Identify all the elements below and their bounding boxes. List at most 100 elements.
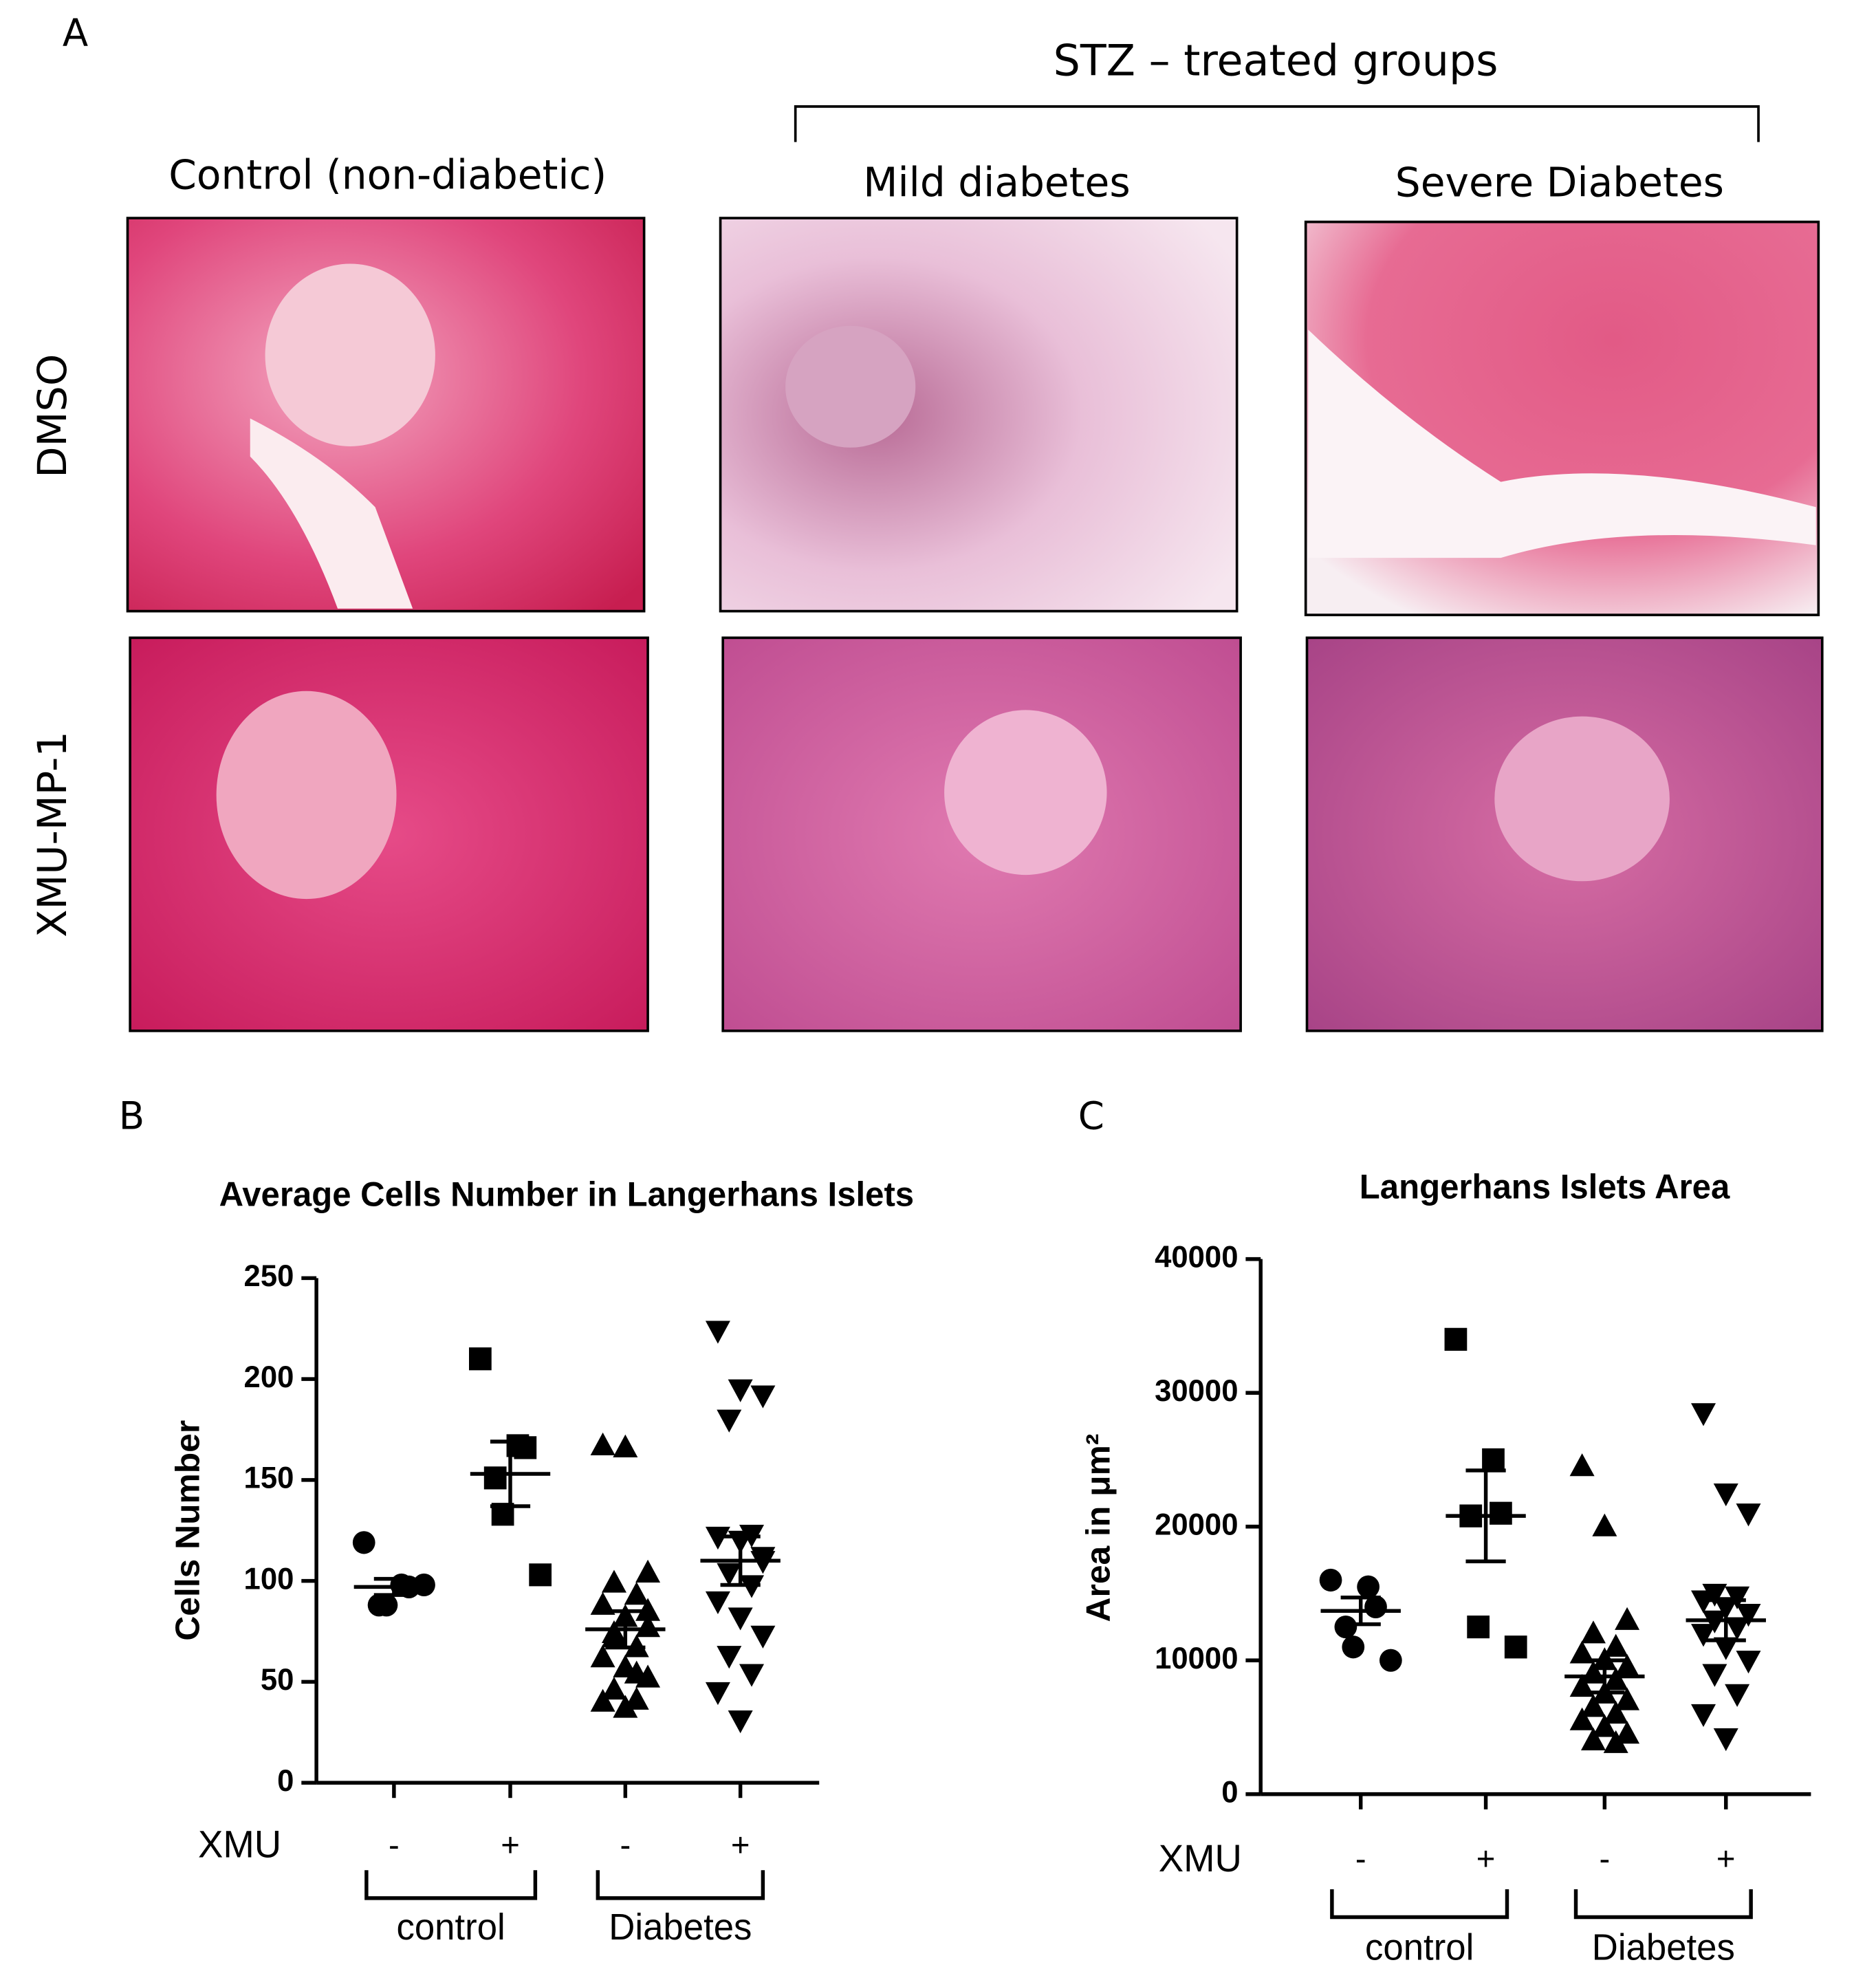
data-point <box>1569 1707 1595 1730</box>
data-point <box>1482 1448 1505 1472</box>
data-point <box>1592 1513 1617 1536</box>
data-point <box>635 1559 661 1583</box>
group-label: Diabetes <box>609 1907 752 1948</box>
data-point <box>1702 1583 1727 1607</box>
data-point <box>705 1321 730 1344</box>
data-point <box>728 1710 753 1734</box>
y-tick-label: 200 <box>244 1360 294 1394</box>
x-tick-label: + <box>501 1827 520 1863</box>
data-point <box>1713 1637 1738 1660</box>
data-point <box>728 1379 753 1402</box>
data-point <box>1615 1607 1640 1630</box>
data-point <box>590 1432 615 1456</box>
data-point <box>624 1686 649 1710</box>
data-point <box>529 1563 552 1587</box>
islet <box>1494 716 1670 882</box>
data-point <box>1603 1667 1628 1691</box>
x-axis-label: XMU <box>198 1823 281 1865</box>
y-tick-label: 250 <box>244 1259 294 1293</box>
group-label: control <box>396 1907 505 1948</box>
data-point <box>1736 1503 1761 1527</box>
data-point <box>601 1676 626 1700</box>
data-point <box>469 1347 492 1371</box>
data-point <box>1580 1694 1606 1717</box>
y-tick-label: 0 <box>1221 1775 1238 1809</box>
data-point <box>1342 1635 1365 1659</box>
data-point <box>590 1591 615 1615</box>
data-point <box>1713 1728 1738 1752</box>
islet <box>265 263 435 446</box>
y-tick-label: 50 <box>261 1663 294 1697</box>
sem-bar <box>605 1609 646 1650</box>
y-tick-label: 10000 <box>1155 1642 1238 1675</box>
data-point <box>1691 1403 1716 1426</box>
sem-bar <box>1705 1598 1746 1642</box>
y-tick-label: 40000 <box>1155 1240 1238 1274</box>
data-point <box>491 1503 514 1526</box>
y-axis-label: Area in μm² <box>1080 1434 1117 1622</box>
data-point <box>1603 1730 1628 1753</box>
group-bracket <box>596 1870 765 1900</box>
data-point <box>601 1620 626 1644</box>
x-axis-label: XMU <box>1159 1837 1242 1880</box>
chart-title: Langerhans Islets Area <box>1360 1168 1730 1206</box>
data-point <box>1725 1684 1750 1707</box>
data-point <box>352 1531 375 1554</box>
data-point <box>413 1573 435 1597</box>
islet <box>944 710 1107 876</box>
data-point <box>1569 1453 1595 1477</box>
sem-bar <box>490 1439 531 1508</box>
y-tick-label: 0 <box>277 1764 294 1798</box>
column-label: Severe Diabetes <box>1395 159 1724 206</box>
data-point <box>1691 1624 1716 1647</box>
data-point <box>624 1582 649 1605</box>
data-point <box>1334 1615 1357 1639</box>
data-point <box>1592 1714 1617 1737</box>
x-tick-label: - <box>620 1827 631 1863</box>
data-point <box>1504 1635 1527 1659</box>
data-point <box>601 1569 626 1593</box>
data-point <box>1615 1721 1640 1744</box>
data-point <box>739 1664 765 1687</box>
column-label: Mild diabetes <box>863 159 1130 206</box>
data-point <box>613 1434 638 1457</box>
sem-bar <box>373 1576 414 1597</box>
group-header: STZ – treated groups <box>1054 35 1498 85</box>
sem-bar <box>1465 1468 1506 1564</box>
data-point <box>1615 1653 1640 1677</box>
data-point <box>1736 1604 1761 1627</box>
column-label: Control (non-diabetic) <box>168 151 607 198</box>
data-point <box>717 1563 742 1586</box>
data-point <box>705 1682 730 1706</box>
data-point <box>1357 1575 1379 1598</box>
row-label: XMU-MP-1 <box>29 731 76 937</box>
data-point <box>1603 1700 1628 1724</box>
data-point <box>1702 1664 1727 1687</box>
x-tick-label: + <box>731 1827 750 1863</box>
x-tick-label: + <box>1716 1841 1736 1878</box>
group-label: Diabetes <box>1592 1927 1735 1968</box>
data-point <box>1467 1615 1490 1639</box>
data-point <box>1691 1590 1716 1613</box>
y-tick-label: 20000 <box>1155 1508 1238 1541</box>
y-tick-label: 150 <box>244 1461 294 1495</box>
group-label: control <box>1365 1927 1474 1968</box>
data-point <box>1725 1617 1750 1640</box>
data-point <box>1379 1649 1402 1672</box>
sem-bar <box>1340 1596 1381 1627</box>
chart-title: Average Cells Number in Langerhans Islet… <box>219 1175 915 1213</box>
data-point <box>483 1466 507 1490</box>
data-point <box>750 1625 776 1649</box>
group-bracket <box>364 1870 538 1900</box>
x-tick-label: - <box>1599 1841 1610 1878</box>
data-point <box>728 1607 753 1631</box>
data-point <box>1615 1687 1640 1710</box>
duct <box>250 418 413 609</box>
data-point <box>1569 1640 1595 1664</box>
data-point <box>590 1688 615 1712</box>
islet <box>785 325 916 448</box>
data-point <box>705 1591 730 1615</box>
data-point <box>717 1409 742 1433</box>
data-point <box>1603 1633 1628 1657</box>
x-tick-label: - <box>389 1827 400 1863</box>
